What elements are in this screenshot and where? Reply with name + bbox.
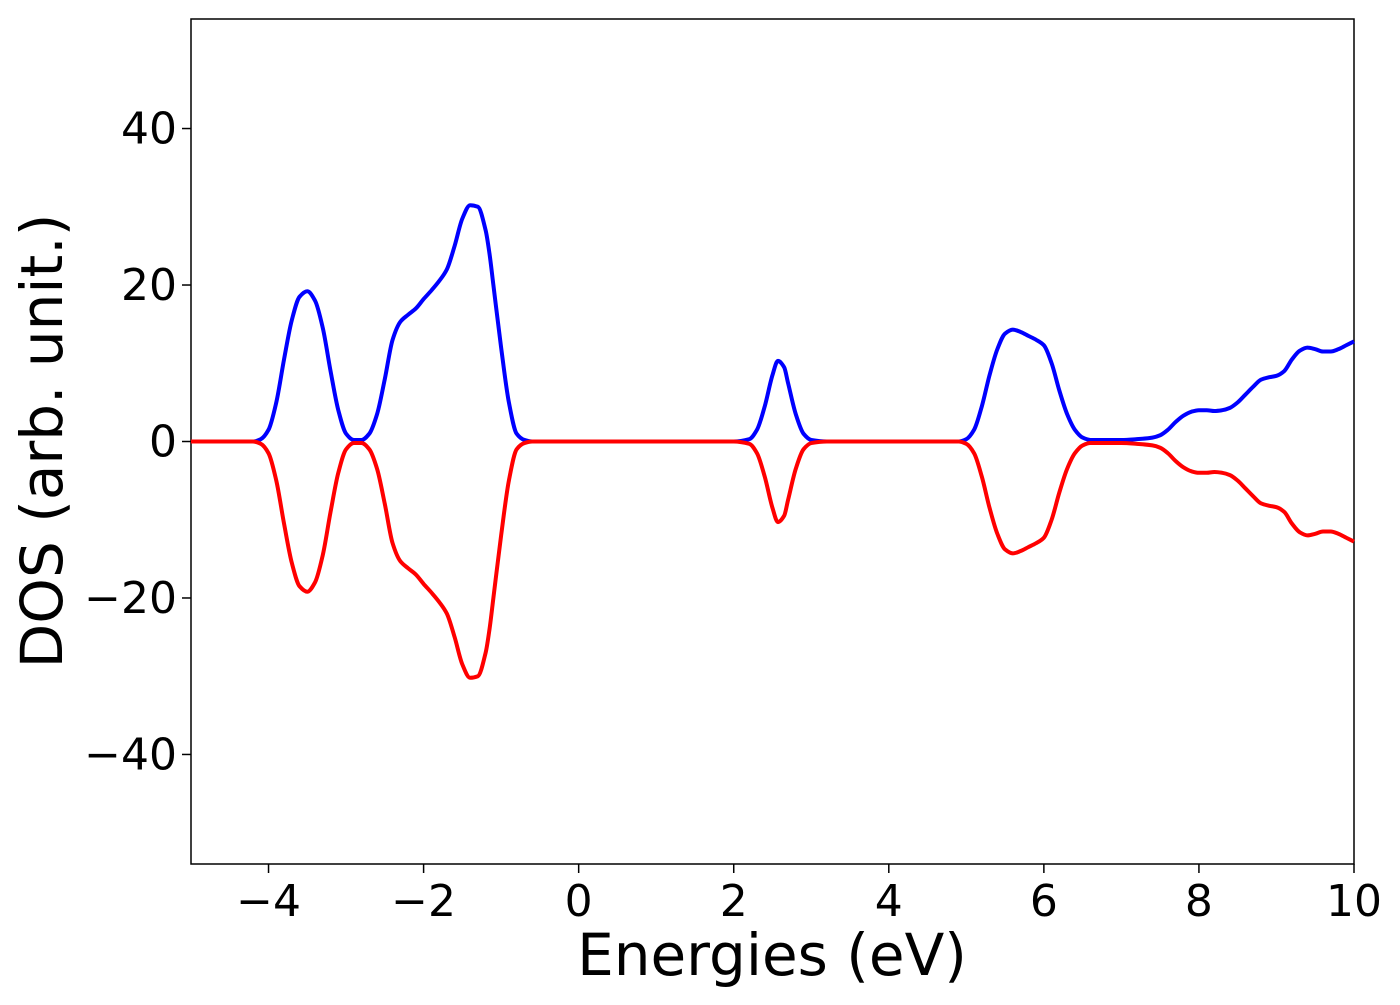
x-axis-ticks: −4 −2 0 2 4 6 8 10 (236, 864, 1382, 927)
x-tick-label: 0 (565, 876, 593, 927)
x-axis-label: Energies (eV) (577, 921, 967, 989)
y-tick-label: −40 (84, 729, 177, 780)
x-tick-label: 10 (1326, 876, 1382, 927)
x-tick-label: 6 (1030, 876, 1058, 927)
series-line-spin-down (191, 439, 1355, 680)
y-axis-label: DOS (arb. unit.) (8, 214, 76, 669)
x-tick-label: 4 (875, 876, 903, 927)
series-layer (191, 203, 1355, 680)
x-tick-label: 8 (1185, 876, 1213, 927)
x-tick-label: 2 (720, 876, 748, 927)
y-tick-label: 40 (121, 104, 177, 155)
series-line-spin-up (191, 203, 1355, 444)
y-tick-label: 0 (149, 417, 177, 468)
y-tick-label: −20 (84, 573, 177, 624)
x-tick-label: −4 (236, 876, 301, 927)
plot-frame (190, 18, 1355, 865)
x-tick-label: −2 (391, 876, 456, 927)
y-tick-label: 20 (121, 260, 177, 311)
y-axis-ticks: −40 −20 0 20 40 (84, 104, 191, 780)
